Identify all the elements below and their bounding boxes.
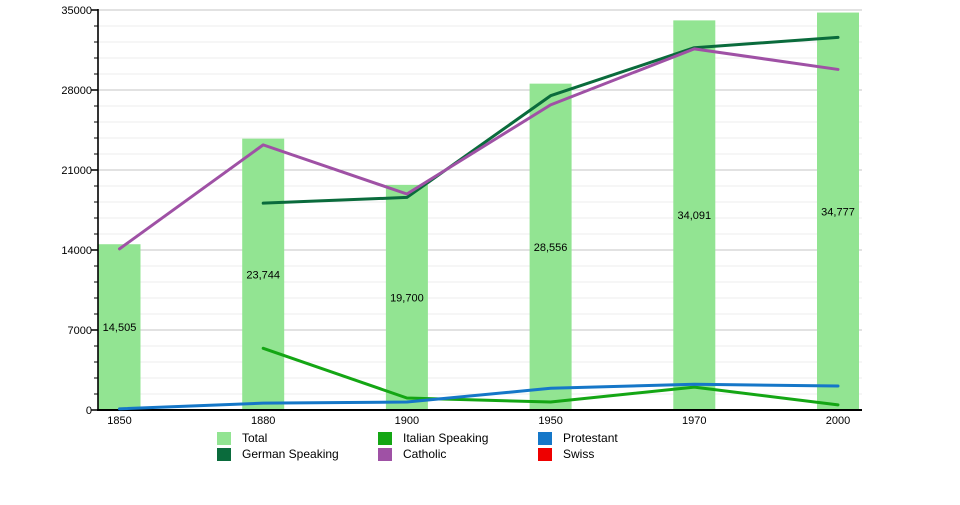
x-tick-label-2000: 2000 — [826, 415, 850, 427]
x-tick-label-1850: 1850 — [107, 415, 131, 427]
bar-value-label-1950: 28,556 — [534, 242, 568, 254]
line-italian-speaking — [261, 346, 840, 407]
y-tick-label-7000: 7000 — [68, 325, 92, 337]
y-tick-label-14000: 14000 — [61, 245, 92, 257]
bar-value-label-1900: 19,700 — [390, 292, 424, 304]
bar-1970 — [673, 20, 716, 410]
x-axis-labels: 1850 1880 1900 1950 1970 2000 — [107, 415, 850, 427]
x-tick-label-1900: 1900 — [395, 415, 419, 427]
bar-value-label-1880: 23,744 — [246, 269, 280, 281]
bar-value-label-1850: 14,505 — [103, 322, 137, 334]
bar-1950 — [529, 83, 572, 410]
axes — [91, 9, 862, 411]
bar-1880 — [242, 138, 285, 410]
y-tick-label-35000: 35000 — [61, 5, 92, 17]
y-axis-labels: 0 7000 14000 21000 28000 35000 — [61, 5, 92, 417]
bar-1850 — [98, 244, 141, 410]
bar-1900 — [385, 184, 428, 410]
y-tick-label-0: 0 — [86, 405, 92, 417]
y-tick-label-28000: 28000 — [61, 85, 92, 97]
line-protestant — [118, 382, 840, 411]
bar-value-label-2000: 34,777 — [821, 206, 855, 218]
bar-series-total — [98, 12, 859, 410]
x-tick-label-1880: 1880 — [251, 415, 275, 427]
bar-2000 — [817, 12, 859, 410]
line-german-speaking — [261, 35, 840, 205]
bar-value-labels: 14,505 23,744 19,700 28,556 34,091 34,777 — [103, 206, 855, 334]
bar-value-label-1970: 34,091 — [677, 210, 711, 222]
gridlines — [98, 9, 862, 395]
line-catholic — [118, 47, 840, 251]
y-tick-label-21000: 21000 — [61, 165, 92, 177]
x-tick-label-1950: 1950 — [538, 415, 562, 427]
x-tick-label-1970: 1970 — [682, 415, 706, 427]
